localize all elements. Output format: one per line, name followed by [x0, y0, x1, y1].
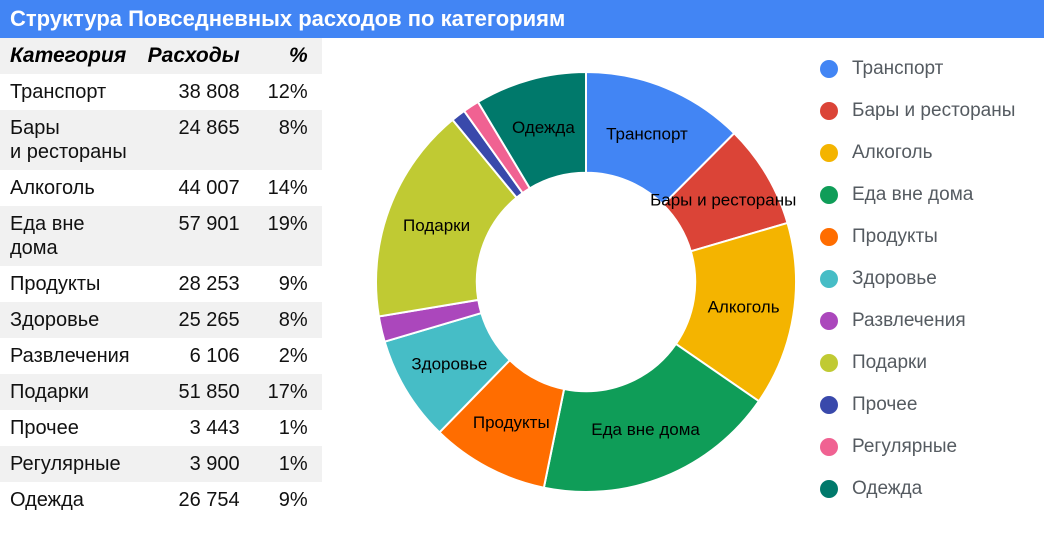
table-row: Продукты28 2539%: [0, 266, 322, 302]
legend-label: Подарки: [852, 352, 927, 374]
legend-label: Еда вне дома: [852, 184, 973, 206]
cell-percent: 1%: [258, 446, 322, 482]
legend-swatch-icon: [820, 312, 838, 330]
legend-label: Алкоголь: [852, 142, 933, 164]
cell-percent: 8%: [258, 302, 322, 338]
donut-slice-label-alcohol: Алкоголь: [708, 297, 780, 316]
legend-label: Транспорт: [852, 58, 943, 80]
cell-category: Транспорт: [0, 74, 138, 110]
cell-value: 24 865: [138, 110, 258, 170]
cell-percent: 14%: [258, 170, 322, 206]
cell-category: Регулярные: [0, 446, 138, 482]
cell-category: Здоровье: [0, 302, 138, 338]
cell-value: 28 253: [138, 266, 258, 302]
legend-label: Регулярные: [852, 436, 957, 458]
page-title-text: Структура Повседневных расходов по катег…: [10, 6, 565, 31]
table-row: Здоровье25 2658%: [0, 302, 322, 338]
legend-swatch-icon: [820, 396, 838, 414]
table-row: Еда вне дома57 90119%: [0, 206, 322, 266]
legend-label: Прочее: [852, 394, 917, 416]
col-header-expenses: Расходы: [138, 38, 258, 74]
table-header-row: Категория Расходы %: [0, 38, 322, 74]
table-row: Подарки51 85017%: [0, 374, 322, 410]
legend-item-groceries: Продукты: [820, 226, 1036, 248]
cell-category: Развлечения: [0, 338, 138, 374]
table-row: Прочее3 4431%: [0, 410, 322, 446]
cell-percent: 9%: [258, 482, 322, 518]
chart-legend: Транспорт Бары и рестораны Алкоголь Еда вне…: [820, 58, 1036, 520]
legend-swatch-icon: [820, 438, 838, 456]
content: Категория Расходы % Транспорт38 80812%Ба…: [0, 38, 1044, 545]
cell-value: 44 007: [138, 170, 258, 206]
cell-value: 38 808: [138, 74, 258, 110]
legend-swatch-icon: [820, 228, 838, 246]
legend-label: Бары и рестораны: [852, 100, 1015, 122]
col-header-percent: %: [258, 38, 322, 74]
donut-slice-label-health: Здоровье: [411, 354, 487, 373]
legend-item-recurring: Регулярные: [820, 436, 1036, 458]
table-row: Барыи рестораны24 8658%: [0, 110, 322, 170]
legend-item-clothes: Одежда: [820, 478, 1036, 500]
donut-slice-label-clothes: Одежда: [512, 118, 575, 137]
chart-area: Транспорт Бары и рестораны Алкоголь Еда вне…: [316, 38, 1044, 545]
legend-item-transport: Транспорт: [820, 58, 1036, 80]
legend-swatch-icon: [820, 270, 838, 288]
cell-category: Барыи рестораны: [0, 110, 138, 170]
legend-item-eatingout: Еда вне дома: [820, 184, 1036, 206]
legend-label: Продукты: [852, 226, 938, 248]
legend-swatch-icon: [820, 60, 838, 78]
cell-value: 6 106: [138, 338, 258, 374]
legend-item-bars: Бары и рестораны: [820, 100, 1036, 122]
legend-item-other: Прочее: [820, 394, 1036, 416]
table-row: Алкоголь44 00714%: [0, 170, 322, 206]
table-row: Транспорт38 80812%: [0, 74, 322, 110]
legend-label: Здоровье: [852, 268, 937, 290]
cell-value: 26 754: [138, 482, 258, 518]
cell-value: 57 901: [138, 206, 258, 266]
cell-value: 51 850: [138, 374, 258, 410]
legend-label: Развлечения: [852, 310, 966, 332]
legend-swatch-icon: [820, 144, 838, 162]
donut-slice-label-gifts: Подарки: [403, 216, 470, 235]
legend-item-health: Здоровье: [820, 268, 1036, 290]
cell-value: 25 265: [138, 302, 258, 338]
cell-category: Продукты: [0, 266, 138, 302]
donut-slice-label-transport: Транспорт: [606, 124, 688, 143]
table-row: Регулярные3 9001%: [0, 446, 322, 482]
table-row: Развлечения6 1062%: [0, 338, 322, 374]
cell-percent: 19%: [258, 206, 322, 266]
legend-item-gifts: Подарки: [820, 352, 1036, 374]
table-row: Одежда26 7549%: [0, 482, 322, 518]
donut-slice-label-eatingout: Еда вне дома: [591, 420, 700, 439]
col-header-category: Категория: [0, 38, 138, 74]
legend-item-alcohol: Алкоголь: [820, 142, 1036, 164]
donut-slice-label-bars: Бары и рестораны: [650, 190, 796, 209]
cell-percent: 9%: [258, 266, 322, 302]
legend-swatch-icon: [820, 480, 838, 498]
cell-percent: 2%: [258, 338, 322, 374]
legend-swatch-icon: [820, 186, 838, 204]
expenses-table-wrap: Категория Расходы % Транспорт38 80812%Ба…: [0, 38, 316, 545]
legend-label: Одежда: [852, 478, 922, 500]
legend-swatch-icon: [820, 354, 838, 372]
cell-percent: 17%: [258, 374, 322, 410]
cell-category: Прочее: [0, 410, 138, 446]
cell-value: 3 900: [138, 446, 258, 482]
cell-percent: 1%: [258, 410, 322, 446]
cell-category: Подарки: [0, 374, 138, 410]
cell-percent: 8%: [258, 110, 322, 170]
legend-swatch-icon: [820, 102, 838, 120]
cell-category: Алкоголь: [0, 170, 138, 206]
donut-chart: Транспорт Бары и рестораны Алкоголь Еда вне…: [356, 52, 816, 512]
cell-category: Еда вне дома: [0, 206, 138, 266]
expenses-table: Категория Расходы % Транспорт38 80812%Ба…: [0, 38, 322, 518]
page-title: Структура Повседневных расходов по катег…: [0, 0, 1044, 38]
donut-slice-label-groceries: Продукты: [473, 413, 550, 432]
cell-category: Одежда: [0, 482, 138, 518]
legend-item-fun: Развлечения: [820, 310, 1036, 332]
cell-value: 3 443: [138, 410, 258, 446]
cell-percent: 12%: [258, 74, 322, 110]
